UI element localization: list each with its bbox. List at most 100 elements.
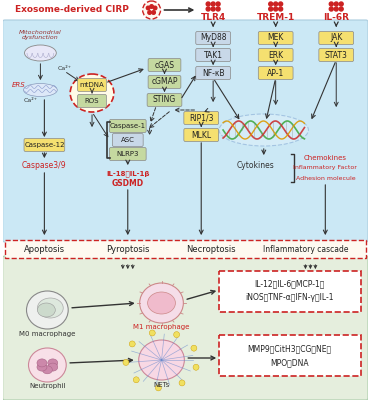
- Text: Adhesion molecule: Adhesion molecule: [296, 176, 355, 180]
- Bar: [3, 0, 368, 22]
- Circle shape: [339, 7, 343, 11]
- Text: Chemokines: Chemokines: [304, 155, 347, 161]
- Text: Inflammatory cascade: Inflammatory cascade: [263, 244, 348, 254]
- FancyBboxPatch shape: [112, 134, 143, 146]
- FancyBboxPatch shape: [319, 48, 354, 62]
- Text: TLR4: TLR4: [201, 14, 226, 22]
- Text: MLKL: MLKL: [191, 130, 211, 140]
- Ellipse shape: [48, 359, 58, 367]
- Text: GSDMD: GSDMD: [112, 178, 144, 188]
- Ellipse shape: [139, 340, 184, 380]
- Circle shape: [269, 2, 273, 6]
- Text: cGAS: cGAS: [155, 60, 174, 70]
- Text: MPO、DNA: MPO、DNA: [270, 358, 309, 368]
- Ellipse shape: [25, 45, 56, 61]
- Circle shape: [274, 2, 278, 6]
- Circle shape: [339, 2, 343, 6]
- FancyBboxPatch shape: [184, 128, 219, 142]
- Text: Inflammatory Factor: Inflammatory Factor: [293, 166, 357, 170]
- Ellipse shape: [219, 114, 308, 146]
- FancyBboxPatch shape: [78, 78, 106, 92]
- Circle shape: [153, 6, 157, 10]
- FancyBboxPatch shape: [196, 66, 230, 80]
- Text: STING: STING: [153, 96, 176, 104]
- Text: Exosome-derived CIRP: Exosome-derived CIRP: [15, 6, 129, 14]
- Circle shape: [269, 7, 273, 11]
- Text: iNOS、TNF-α、IFN-γ、IL-1: iNOS、TNF-α、IFN-γ、IL-1: [245, 294, 334, 302]
- FancyBboxPatch shape: [258, 48, 293, 62]
- FancyBboxPatch shape: [258, 66, 293, 80]
- Text: TREM-1: TREM-1: [256, 14, 295, 22]
- FancyBboxPatch shape: [196, 48, 230, 62]
- FancyBboxPatch shape: [109, 120, 146, 132]
- Circle shape: [146, 6, 150, 10]
- FancyBboxPatch shape: [196, 32, 230, 44]
- Text: Necroptosis: Necroptosis: [186, 244, 236, 254]
- Text: cGMAP: cGMAP: [151, 78, 178, 86]
- Circle shape: [179, 380, 185, 386]
- Text: MMP9、CitH3、CG、NE、: MMP9、CitH3、CG、NE、: [248, 344, 332, 354]
- Circle shape: [211, 2, 215, 6]
- Circle shape: [329, 2, 333, 6]
- Text: Caspase-1: Caspase-1: [110, 123, 146, 129]
- Text: ERS: ERS: [12, 82, 25, 88]
- Circle shape: [150, 5, 153, 8]
- FancyBboxPatch shape: [148, 76, 181, 88]
- FancyBboxPatch shape: [258, 32, 293, 44]
- FancyBboxPatch shape: [148, 58, 181, 72]
- Ellipse shape: [70, 74, 114, 112]
- Ellipse shape: [24, 84, 57, 96]
- FancyBboxPatch shape: [109, 148, 146, 160]
- Text: Cytokines: Cytokines: [237, 160, 275, 170]
- Text: NETs: NETs: [153, 382, 170, 388]
- Circle shape: [148, 11, 151, 14]
- Ellipse shape: [48, 363, 58, 371]
- Ellipse shape: [37, 359, 47, 367]
- FancyBboxPatch shape: [219, 334, 361, 376]
- Text: MEK: MEK: [268, 34, 284, 42]
- FancyBboxPatch shape: [5, 240, 366, 258]
- Ellipse shape: [38, 303, 55, 317]
- Circle shape: [191, 345, 197, 351]
- Text: STAT3: STAT3: [325, 50, 348, 60]
- Text: IL-18、IL-1β: IL-18、IL-1β: [106, 171, 149, 177]
- FancyBboxPatch shape: [78, 94, 106, 108]
- Text: Pyroptosis: Pyroptosis: [106, 244, 149, 254]
- Text: Caspase-12: Caspase-12: [24, 142, 65, 148]
- Circle shape: [329, 7, 333, 11]
- Text: M1 macrophage: M1 macrophage: [133, 324, 190, 330]
- Text: Caspase3/9: Caspase3/9: [22, 160, 67, 170]
- FancyBboxPatch shape: [24, 138, 65, 152]
- Text: Mitochondrial
dysfunction: Mitochondrial dysfunction: [19, 30, 62, 40]
- Ellipse shape: [37, 363, 47, 371]
- Text: IL-6R: IL-6R: [323, 14, 349, 22]
- Text: ERK: ERK: [268, 50, 283, 60]
- Text: ROS: ROS: [85, 98, 99, 104]
- Text: mtDNA: mtDNA: [79, 82, 105, 88]
- Circle shape: [211, 7, 215, 11]
- Text: JAK: JAK: [330, 34, 342, 42]
- FancyBboxPatch shape: [3, 256, 368, 400]
- Text: Neutrophil: Neutrophil: [29, 383, 66, 389]
- Text: MyD88: MyD88: [200, 34, 226, 42]
- Text: ASC: ASC: [121, 137, 135, 143]
- Circle shape: [133, 377, 139, 383]
- Circle shape: [334, 7, 338, 11]
- Circle shape: [206, 7, 210, 11]
- Circle shape: [216, 2, 220, 6]
- Circle shape: [174, 332, 180, 338]
- Circle shape: [279, 7, 283, 11]
- FancyBboxPatch shape: [319, 32, 354, 44]
- Text: NLRP3: NLRP3: [117, 151, 139, 157]
- FancyBboxPatch shape: [3, 20, 368, 242]
- Text: IL-12、IL-6、MCP-1、: IL-12、IL-6、MCP-1、: [254, 280, 325, 288]
- Circle shape: [155, 385, 162, 391]
- Circle shape: [193, 364, 199, 370]
- Text: Ca²⁺: Ca²⁺: [57, 66, 71, 70]
- Ellipse shape: [26, 291, 68, 329]
- Ellipse shape: [42, 366, 52, 374]
- Circle shape: [274, 7, 278, 11]
- FancyBboxPatch shape: [219, 270, 361, 312]
- Ellipse shape: [38, 298, 63, 318]
- FancyBboxPatch shape: [147, 94, 182, 106]
